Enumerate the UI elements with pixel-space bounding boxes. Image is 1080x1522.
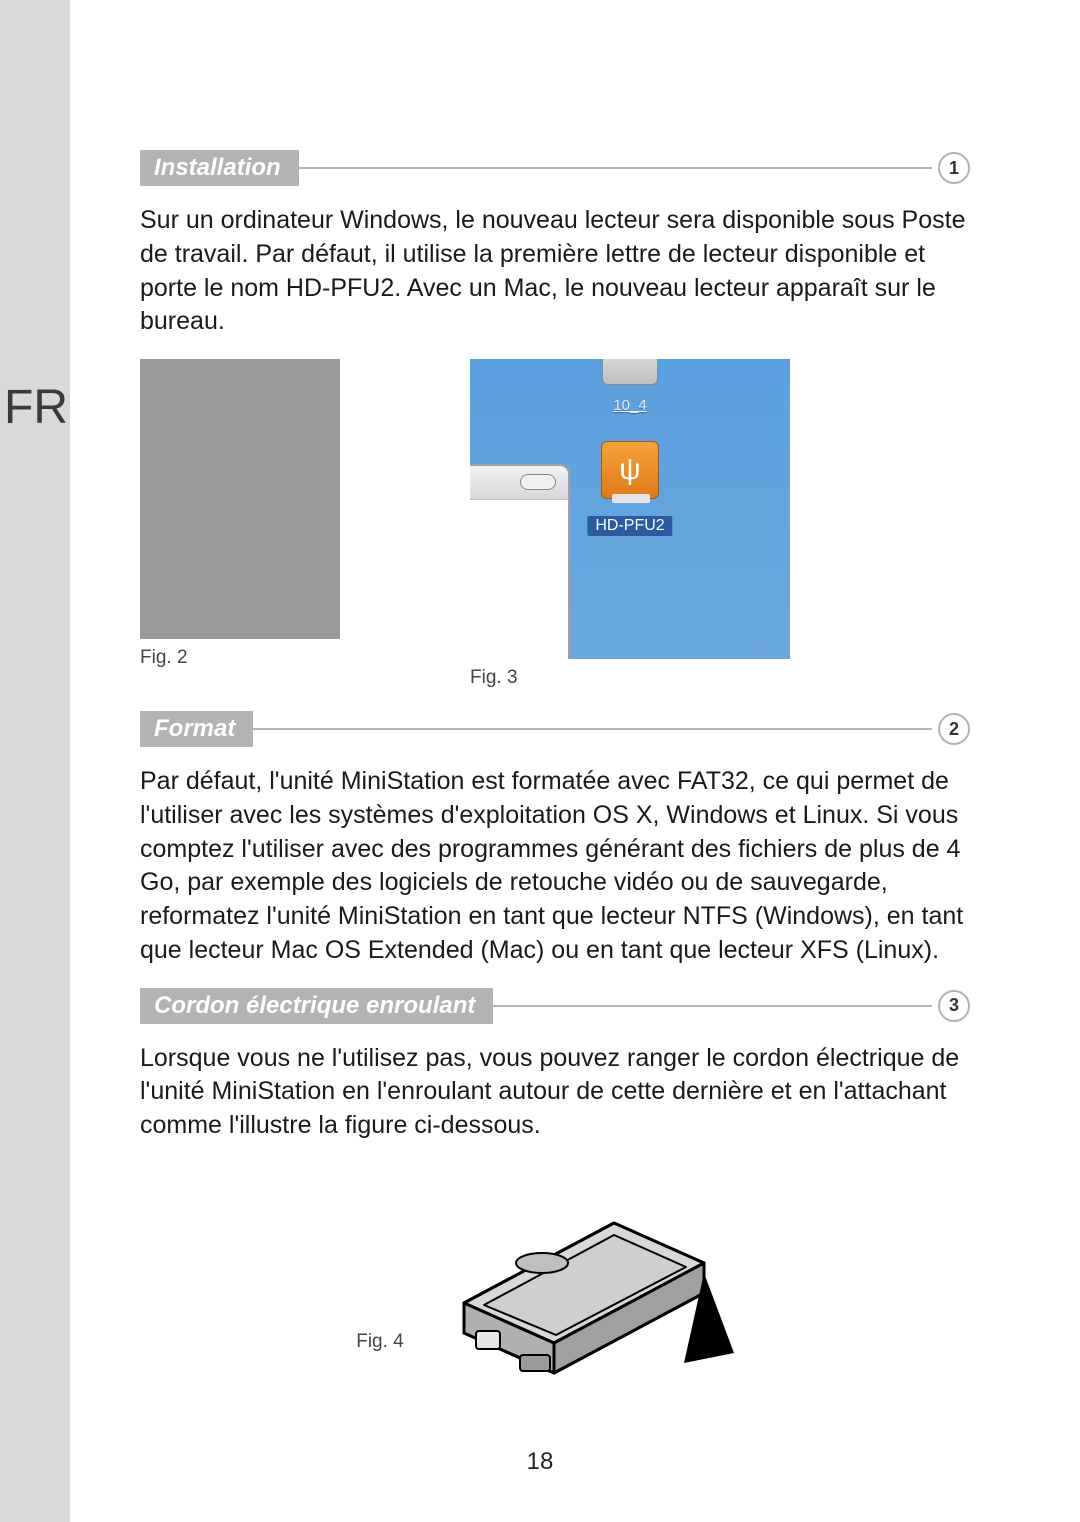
page-content: Installation 1 Sur un ordinateur Windows… xyxy=(140,150,970,1383)
language-tag: FR xyxy=(0,380,70,435)
window-pill-icon xyxy=(520,474,556,490)
figure-4-caption: Fig. 4 xyxy=(356,1331,404,1353)
usb-drive-icon: ψ xyxy=(601,441,659,499)
figure-2-caption: Fig. 2 xyxy=(140,647,340,669)
section-title: Format xyxy=(140,711,253,747)
section-divider xyxy=(493,1005,932,1007)
section-divider xyxy=(299,167,932,169)
page-number: 18 xyxy=(527,1448,554,1476)
section-number: 1 xyxy=(938,152,970,184)
usb-drive-label: HD-PFU2 xyxy=(587,516,672,536)
figures-row: Fig. 2 10_4 ψ HD-PFU2 Fig. 3 xyxy=(140,359,970,703)
section-header-cordon: Cordon électrique enroulant 3 xyxy=(140,988,970,1024)
hd-icon xyxy=(602,359,658,385)
hd-label: 10_4 xyxy=(613,397,646,414)
section-divider xyxy=(253,728,932,730)
figure-4: Fig. 4 xyxy=(140,1163,970,1383)
figure-3-image: 10_4 ψ HD-PFU2 xyxy=(470,359,790,659)
window-titlebar xyxy=(470,464,570,500)
section-number: 2 xyxy=(938,713,970,745)
left-margin xyxy=(0,0,70,1522)
figure-3: 10_4 ψ HD-PFU2 Fig. 3 xyxy=(470,359,790,703)
usb-slot xyxy=(612,494,650,503)
usb-glyph-icon: ψ xyxy=(619,453,640,487)
section-number: 3 xyxy=(938,990,970,1022)
section-title: Installation xyxy=(140,150,299,186)
paragraph-installation: Sur un ordinateur Windows, le nouveau le… xyxy=(140,204,970,339)
figure-2-image xyxy=(140,359,340,639)
device-illustration-icon xyxy=(424,1163,754,1383)
section-title: Cordon électrique enroulant xyxy=(140,988,493,1024)
figure-3-caption: Fig. 3 xyxy=(470,667,790,689)
paragraph-cordon: Lorsque vous ne l'utilisez pas, vous pou… xyxy=(140,1042,970,1143)
section-header-format: Format 2 xyxy=(140,711,970,747)
paragraph-format: Par défaut, l'unité MiniStation est form… xyxy=(140,765,970,968)
section-header-installation: Installation 1 xyxy=(140,150,970,186)
figure-2: Fig. 2 xyxy=(140,359,340,683)
